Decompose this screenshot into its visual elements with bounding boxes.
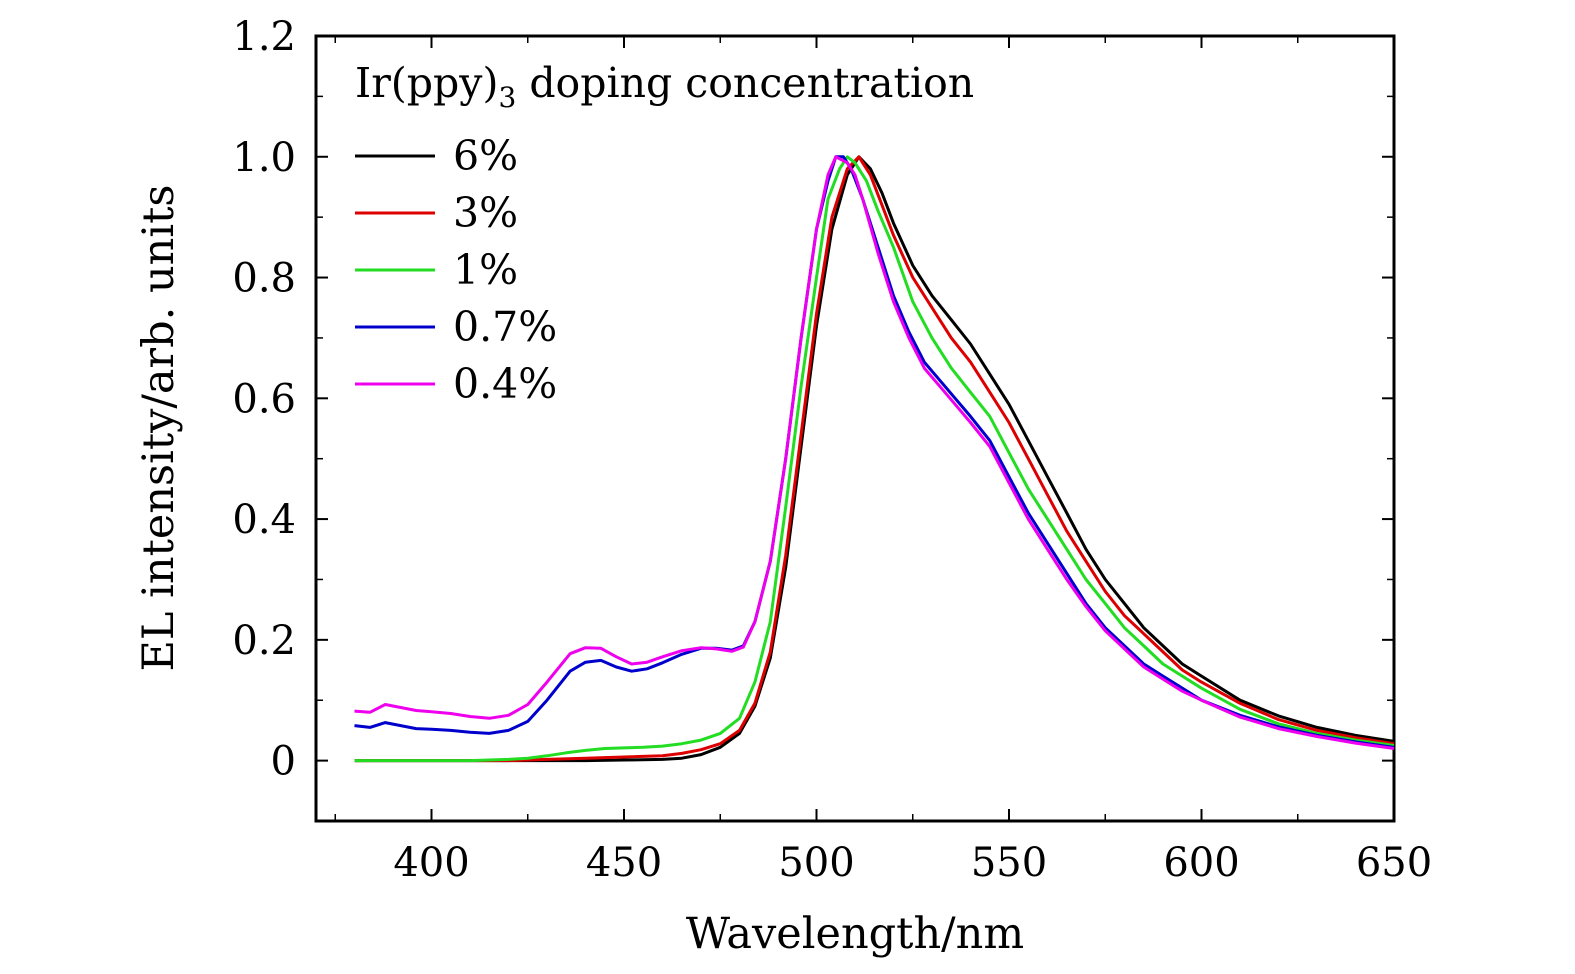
y-axis-title: EL intensity/arb. units	[134, 185, 184, 672]
series-line-1pct	[354, 155, 1395, 763]
legend-title-main: Ir(ppy)	[355, 59, 498, 107]
x-tick-label: 400	[393, 840, 469, 886]
legend-title-subscript: 3	[498, 81, 516, 114]
y-tick-label: 0.6	[232, 376, 296, 422]
y-tick-label: 0.8	[232, 256, 296, 302]
y-tick-label: 0.2	[232, 618, 296, 664]
legend-label: 0.4%	[453, 360, 557, 408]
y-tick-label: 1.0	[232, 135, 296, 181]
series-layer	[354, 155, 1395, 763]
legend-label: 6%	[453, 132, 518, 180]
y-tick-label: 0.4	[232, 497, 296, 543]
legend-label: 0.7%	[453, 303, 557, 351]
x-axis-title: Wavelength/nm	[686, 909, 1024, 959]
y-tick-label: 0	[271, 739, 296, 785]
tick-labels: 400 450 500 550 600 650 0 0.2 0.4 0.6 0.8 1.0 1.2	[232, 14, 1432, 886]
legend-entries: 6% 3% 1% 0.7% 0.4%	[355, 132, 557, 408]
x-tick-label: 600	[1163, 840, 1239, 886]
axis-ticks	[316, 35, 1395, 822]
legend-label: 1%	[453, 246, 518, 294]
legend-title-rest: doping concentration	[516, 59, 974, 107]
legend-title: Ir(ppy)3 doping concentration	[355, 59, 974, 114]
x-tick-label: 500	[778, 840, 854, 886]
series-line-3pct	[354, 155, 1395, 763]
y-tick-label: 1.2	[232, 14, 296, 60]
legend-label: 3%	[453, 189, 518, 237]
x-tick-label: 650	[1356, 840, 1432, 886]
x-tick-label: 550	[971, 840, 1047, 886]
legend: Ir(ppy)3 doping concentration 6% 3% 1% 0.7%…	[355, 59, 974, 408]
series-line-6pct	[354, 155, 1395, 763]
series-line-0-4pct	[354, 155, 1395, 750]
x-tick-label: 450	[586, 840, 662, 886]
